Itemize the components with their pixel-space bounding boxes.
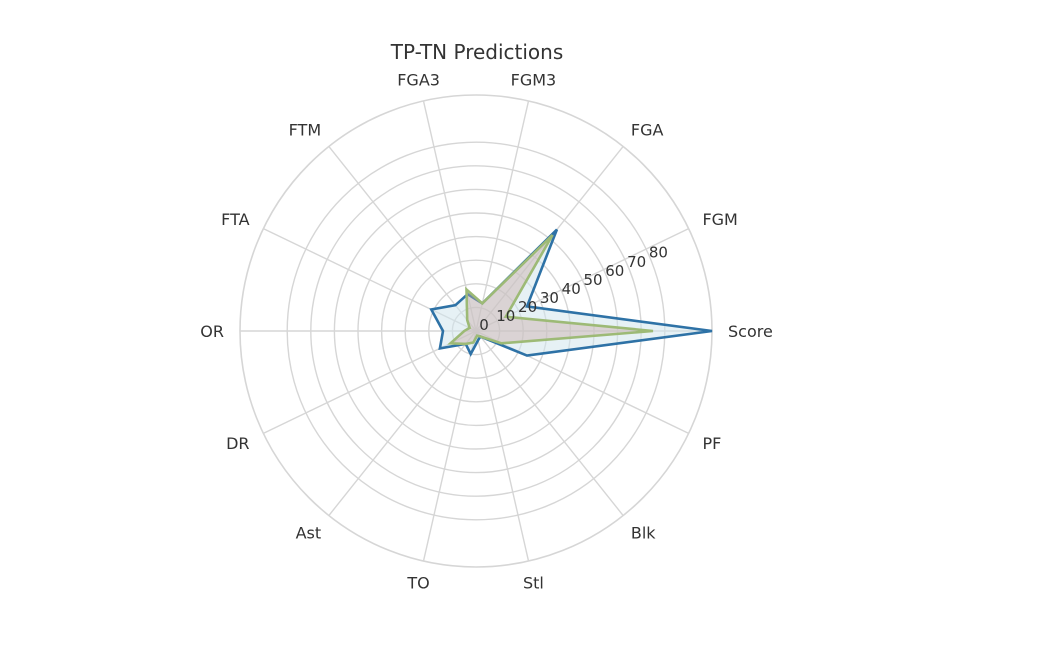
series-2-area bbox=[450, 235, 653, 344]
radial-tick-label: 20 bbox=[518, 298, 537, 316]
category-label-fgm3: FGM3 bbox=[511, 70, 557, 89]
category-label-score: Score bbox=[728, 322, 773, 341]
category-label-ftm: FTM bbox=[289, 120, 322, 139]
category-label-ast: Ast bbox=[296, 524, 322, 543]
grid-spoke bbox=[475, 330, 624, 516]
grid-spoke bbox=[328, 330, 477, 516]
radial-tick-label: 80 bbox=[649, 244, 668, 262]
series-2-line bbox=[447, 234, 654, 346]
category-label-dr: DR bbox=[226, 434, 249, 453]
grid-spoke bbox=[328, 146, 477, 332]
radial-tick-label: 60 bbox=[605, 262, 624, 280]
radial-tick-label: 70 bbox=[627, 253, 646, 271]
radial-tick-label: 0 bbox=[479, 316, 489, 334]
category-label-stl: Stl bbox=[523, 574, 544, 593]
grid-spoke bbox=[475, 330, 530, 562]
series-1-area bbox=[431, 229, 712, 356]
category-label-or: OR bbox=[200, 322, 224, 341]
radial-tick-label: 30 bbox=[540, 289, 559, 307]
chart-title: TP-TN Predictions bbox=[390, 40, 564, 64]
radial-tick-label: 50 bbox=[583, 271, 602, 289]
series-layer bbox=[429, 228, 713, 357]
category-label-to: TO bbox=[406, 574, 429, 593]
category-label-fga: FGA bbox=[631, 120, 664, 139]
grid-spoke bbox=[422, 330, 477, 562]
category-labels: Score FGM FGA FGM3 FGA3 FTM FTA OR DR Ast TO Stl Blk… bbox=[200, 70, 773, 592]
radial-tick-label: 40 bbox=[562, 280, 581, 298]
category-label-fgm: FGM bbox=[702, 210, 737, 229]
category-label-fta: FTA bbox=[221, 210, 249, 229]
category-label-fga3: FGA3 bbox=[397, 70, 440, 89]
grid-spoke bbox=[475, 100, 530, 332]
category-label-blk: Blk bbox=[631, 524, 656, 543]
category-label-pf: PF bbox=[702, 434, 721, 453]
radial-tick-label: 10 bbox=[496, 307, 515, 325]
